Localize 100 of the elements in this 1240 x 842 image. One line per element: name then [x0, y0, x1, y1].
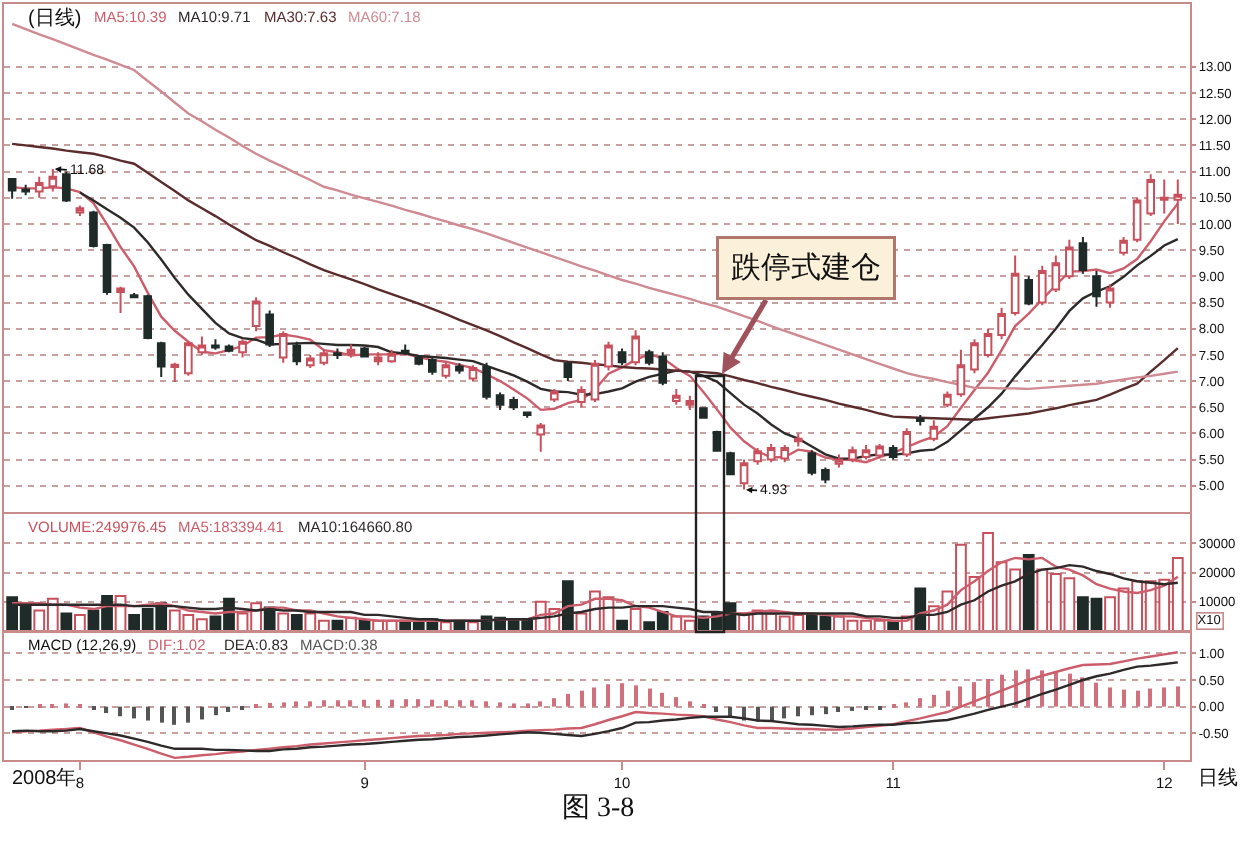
candlestick: [671, 387, 681, 406]
candlestick: [509, 395, 518, 411]
bar: [118, 706, 122, 717]
candlestick: [333, 347, 342, 361]
bar: [294, 701, 298, 707]
bar: [688, 701, 692, 707]
bar: [580, 690, 584, 707]
bar: [1080, 677, 1084, 707]
candlestick: [414, 353, 424, 367]
candlestick: [549, 387, 559, 404]
bar: [1022, 553, 1035, 631]
bar: [132, 706, 136, 719]
candlestick: [1037, 264, 1047, 307]
candlestick: [997, 306, 1006, 341]
bar: [592, 687, 597, 707]
candlestick: [631, 329, 640, 367]
candlestick: [712, 429, 722, 453]
bar: [918, 698, 922, 707]
candlestick: [1132, 196, 1142, 244]
bar: [362, 699, 366, 707]
bar: [444, 700, 448, 707]
bar: [322, 700, 326, 707]
bar: [782, 706, 786, 719]
candlestick: [644, 348, 654, 367]
candlestick: [726, 450, 735, 477]
candlestick: [387, 348, 396, 364]
bar: [172, 706, 176, 725]
candlestick: [821, 466, 830, 485]
candlestick: [1078, 236, 1088, 275]
bar: [390, 699, 394, 707]
bar: [1176, 686, 1180, 707]
candlestick: [956, 348, 966, 398]
candlestick: [983, 327, 993, 359]
bar: [74, 613, 86, 631]
candlestick: [753, 447, 762, 466]
candlestick: [1092, 270, 1101, 308]
candlestick: [1146, 173, 1156, 218]
candlestick: [292, 340, 302, 367]
candlestick: [482, 361, 491, 401]
text: 日线: [1198, 766, 1238, 790]
candlestick: [807, 449, 817, 477]
candlestick: [1173, 178, 1183, 225]
bar: [796, 706, 800, 717]
bar: [1162, 687, 1166, 707]
bar: [277, 612, 290, 631]
bar: [404, 699, 408, 707]
candlestick: [685, 394, 695, 411]
candlestick: [563, 360, 573, 383]
candlestick: [143, 293, 152, 341]
candlestick: [265, 309, 274, 349]
candlestick: [848, 445, 857, 464]
candlestick: [861, 443, 871, 461]
bar: [629, 608, 642, 631]
bar: [1122, 689, 1126, 707]
bar: [972, 682, 976, 707]
candlestick: [251, 296, 261, 333]
bar: [660, 692, 664, 707]
bar: [674, 697, 678, 707]
candlestick: [360, 346, 369, 359]
candlestick: [89, 209, 98, 249]
bar: [714, 706, 719, 712]
bar: [290, 613, 303, 631]
candlestick: [441, 361, 451, 380]
candlestick: [428, 356, 437, 376]
candlestick: [1119, 236, 1128, 257]
bar: [958, 686, 963, 707]
candlestick: [522, 410, 532, 419]
bar: [336, 700, 340, 707]
bar: [836, 706, 841, 712]
bar: [824, 706, 828, 715]
bar: [348, 700, 353, 707]
candlestick: [102, 242, 112, 296]
candlestick: [495, 391, 505, 411]
bar: [914, 587, 927, 631]
candlestick: [1010, 254, 1020, 317]
bar: [810, 706, 814, 716]
bar: [620, 683, 624, 707]
candlestick: [590, 359, 600, 404]
candlestick: [766, 442, 776, 464]
candlestick: [1065, 238, 1074, 280]
bar: [214, 706, 218, 716]
candlestick: [468, 364, 478, 383]
candlestick: [156, 340, 166, 378]
bar: [1148, 688, 1152, 707]
chart-title: (日线): [28, 6, 82, 30]
candlestick: [536, 421, 546, 453]
candlestick: [1159, 178, 1169, 215]
line-series: [10, 142, 1179, 422]
candlestick: [577, 385, 586, 409]
bar: [484, 701, 488, 707]
bar: [770, 706, 774, 721]
candlestick: [875, 442, 884, 460]
bar: [648, 688, 652, 707]
candlestick: [834, 453, 844, 469]
candlestick: [915, 414, 925, 427]
bar: [561, 580, 574, 631]
text: 2008年: [12, 766, 77, 790]
annotation: 跌停式建仓: [731, 251, 881, 285]
candlestick: [604, 340, 613, 372]
candlestick: [197, 335, 207, 356]
